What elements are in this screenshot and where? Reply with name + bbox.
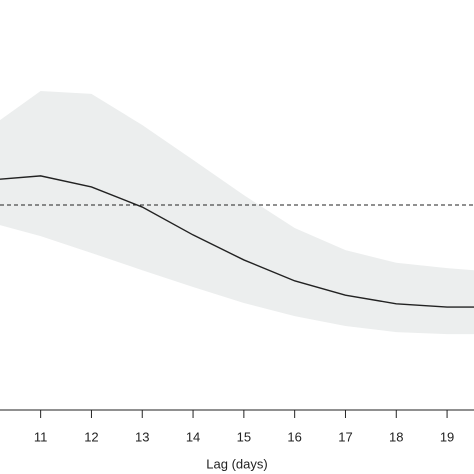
x-tick-label: 12 xyxy=(84,429,98,444)
x-tick-label: 14 xyxy=(186,429,200,444)
x-tick-label: 17 xyxy=(338,429,352,444)
x-tick-label: 16 xyxy=(287,429,301,444)
x-tick-label: 18 xyxy=(389,429,403,444)
confidence-band xyxy=(0,91,474,335)
x-axis-label: Lag (days) xyxy=(206,456,267,471)
x-tick-label: 13 xyxy=(135,429,149,444)
line xyxy=(0,175,474,308)
x-tick-label: 15 xyxy=(237,429,251,444)
x-tick-label: 11 xyxy=(34,429,48,444)
x-tick-label: 19 xyxy=(440,429,454,444)
